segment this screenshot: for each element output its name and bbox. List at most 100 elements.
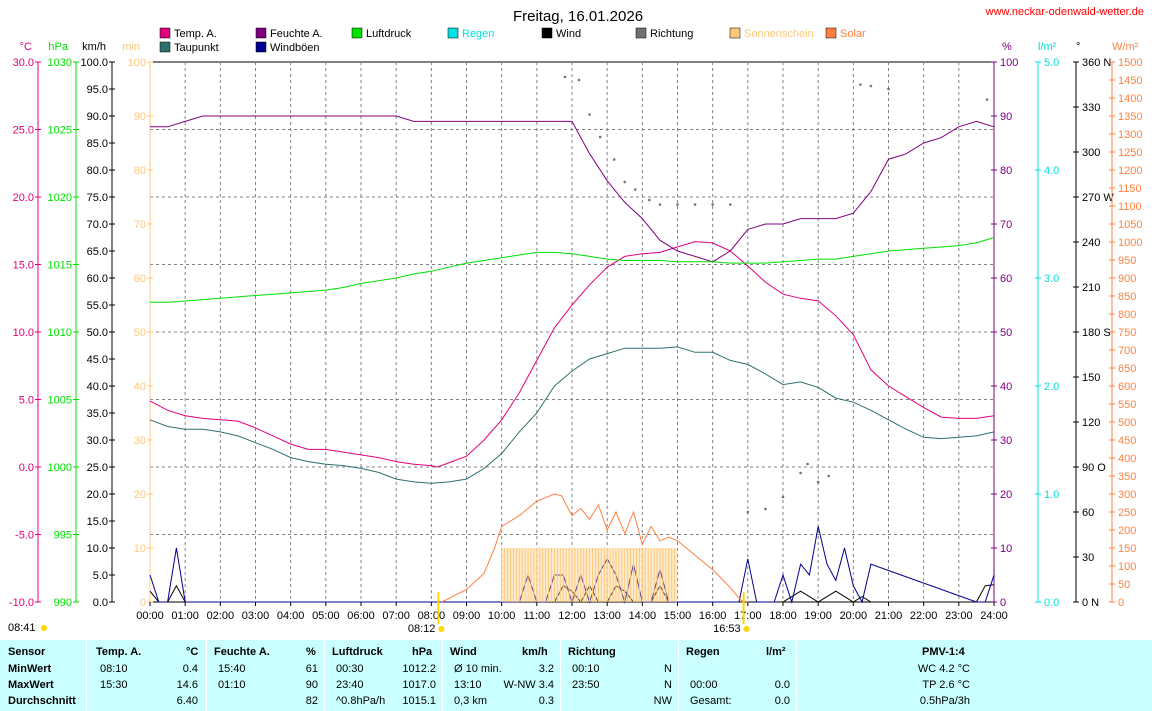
legend-swatch-wind (541, 27, 553, 39)
wind-tick-label: 55.0 (87, 300, 108, 312)
legend-label-taupunkt: Taupunkt (174, 42, 219, 54)
stats-table: Sensor Temp. A. °C Feuchte A. % Luftdruc… (0, 640, 1152, 711)
legend-label-solar: Solar (840, 28, 866, 40)
solar-tick-label: 800 (1118, 309, 1136, 321)
pressure-tick-label: 1030 (48, 57, 72, 69)
wind-tick-label: 95.0 (87, 84, 108, 96)
wind-tick-label: 65.0 (87, 246, 108, 258)
temp-tick-label: 25.0 (13, 125, 34, 137)
wind-tick-label: 75.0 (87, 192, 108, 204)
humidity-tick-label: 90 (1000, 111, 1012, 123)
solar-tick-label: 750 (1118, 327, 1136, 339)
wind-tick-label: 70.0 (87, 219, 108, 231)
direction-unit-label: ° (1076, 41, 1080, 53)
humidity-tick-label: 60 (1000, 273, 1012, 285)
legend-label-temp: Temp. A. (174, 28, 217, 40)
table-cell-label: MinWert (8, 663, 52, 675)
legend-label-wind: Wind (556, 28, 581, 40)
table-cell-temp_time: 15:30 (100, 679, 128, 691)
direction-point (634, 188, 637, 191)
sunset-label: 16:53 (713, 623, 741, 635)
wind-unit-label: km/h (82, 41, 106, 53)
sun-tick-label: 70 (134, 219, 146, 231)
wind-tick-label: 85.0 (87, 138, 108, 150)
sun-tick-label: 80 (134, 165, 146, 177)
legend-swatch-luftdruck (351, 27, 363, 39)
solar-tick-label: 1300 (1118, 129, 1142, 141)
grid (149, 61, 995, 603)
legend-label-feuchte: Feuchte A. (270, 28, 323, 40)
table-cell-hum_time: 01:10 (218, 679, 246, 691)
sun-unit-label: min (122, 41, 140, 53)
luftdruck-line (150, 237, 995, 303)
solar-tick-label: 1100 (1118, 201, 1142, 213)
table-cell-wind_val: 3.2 (538, 663, 554, 675)
series (149, 75, 995, 604)
direction-point (711, 203, 714, 206)
temp-tick-label: -10.0 (9, 597, 34, 609)
humidity-unit-label: % (1002, 41, 1012, 53)
direction-tick-label: 330 (1082, 102, 1100, 114)
sunrise-icon (438, 626, 445, 632)
wind-tick-label: 80.0 (87, 165, 108, 177)
solar-tick-label: 500 (1118, 417, 1136, 429)
x-tick-label: 01:00 (171, 610, 199, 622)
wind-tick-label: 5.0 (93, 570, 108, 582)
direction-tick-label: 300 (1082, 147, 1100, 159)
direction-point (598, 135, 602, 139)
pressure-tick-label: 990 (54, 597, 72, 609)
direction-point (985, 98, 989, 101)
table-cell-rain_time: 00:00 (690, 679, 718, 691)
x-tick-label: 10:00 (488, 610, 516, 622)
table-cell-press_time: 23:40 (336, 679, 364, 691)
rain-tick-label: 0.0 (1044, 597, 1059, 609)
solar-tick-label: 350 (1118, 471, 1136, 483)
direction-point (859, 83, 862, 86)
table-cell-temp_val: 0.4 (182, 663, 198, 675)
wind-tick-label: 60.0 (87, 273, 108, 285)
solar-tick-label: 1400 (1118, 93, 1142, 105)
direction-point (577, 78, 581, 82)
direction-tick-label: 30 (1082, 552, 1094, 564)
wind-tick-label: 0.0 (93, 597, 108, 609)
humidity-tick-label: 100 (1000, 57, 1018, 69)
solar-tick-label: 150 (1118, 543, 1136, 555)
hdr-dir: Richtung (568, 646, 616, 658)
legend-swatch-regen (447, 27, 459, 39)
rain-unit-label: l/m² (1038, 41, 1057, 53)
temp-tick-label: -5.0 (15, 530, 34, 542)
table-cell-temp_val: 14.6 (176, 679, 198, 691)
temp-tick-label: 20.0 (13, 192, 34, 204)
feuchte-line (150, 115, 995, 263)
sun-tick-label: 20 (134, 489, 146, 501)
hdr-hum-unit: % (306, 646, 316, 658)
hdr-sensor: Sensor (8, 646, 46, 658)
solar-tick-label: 1250 (1118, 147, 1142, 159)
legend: Temp. A. Taupunkt Feuchte A. Windböen Luftdr… (159, 27, 866, 54)
direction-point (658, 203, 662, 206)
table-cell-press_val: 1015.1 (402, 695, 436, 707)
solar-tick-label: 300 (1118, 489, 1136, 501)
wind-tick-label: 30.0 (87, 435, 108, 447)
temp-tick-label: 0.0 (19, 462, 34, 474)
solar-tick-label: 450 (1118, 435, 1136, 447)
site-link[interactable]: www.neckar-odenwald-wetter.de (985, 6, 1144, 18)
table-cell-rain_val: 0.0 (774, 679, 790, 691)
legend-label-richtung: Richtung (650, 28, 693, 40)
sun-tick-label: 0 (140, 597, 146, 609)
direction-point (827, 474, 831, 478)
solar-unit-label: W/m² (1112, 41, 1139, 53)
temp-tick-label: 30.0 (13, 57, 34, 69)
sun-tick-label: 50 (134, 327, 146, 339)
table-cell-press_val: 1017.0 (402, 679, 436, 691)
table-cell-dir_time: 23:50 (572, 679, 600, 691)
wind-tick-label: 25.0 (87, 462, 108, 474)
solar-tick-label: 900 (1118, 273, 1136, 285)
pressure-unit-label: hPa (48, 41, 68, 53)
rain-tick-label: 4.0 (1044, 165, 1059, 177)
hdr-rain: Regen (686, 646, 720, 658)
solar-tick-label: 100 (1118, 561, 1136, 573)
table-cell-press_time: 00:30 (336, 663, 364, 675)
direction-point (676, 203, 679, 206)
x-tick-label: 07:00 (382, 610, 410, 622)
